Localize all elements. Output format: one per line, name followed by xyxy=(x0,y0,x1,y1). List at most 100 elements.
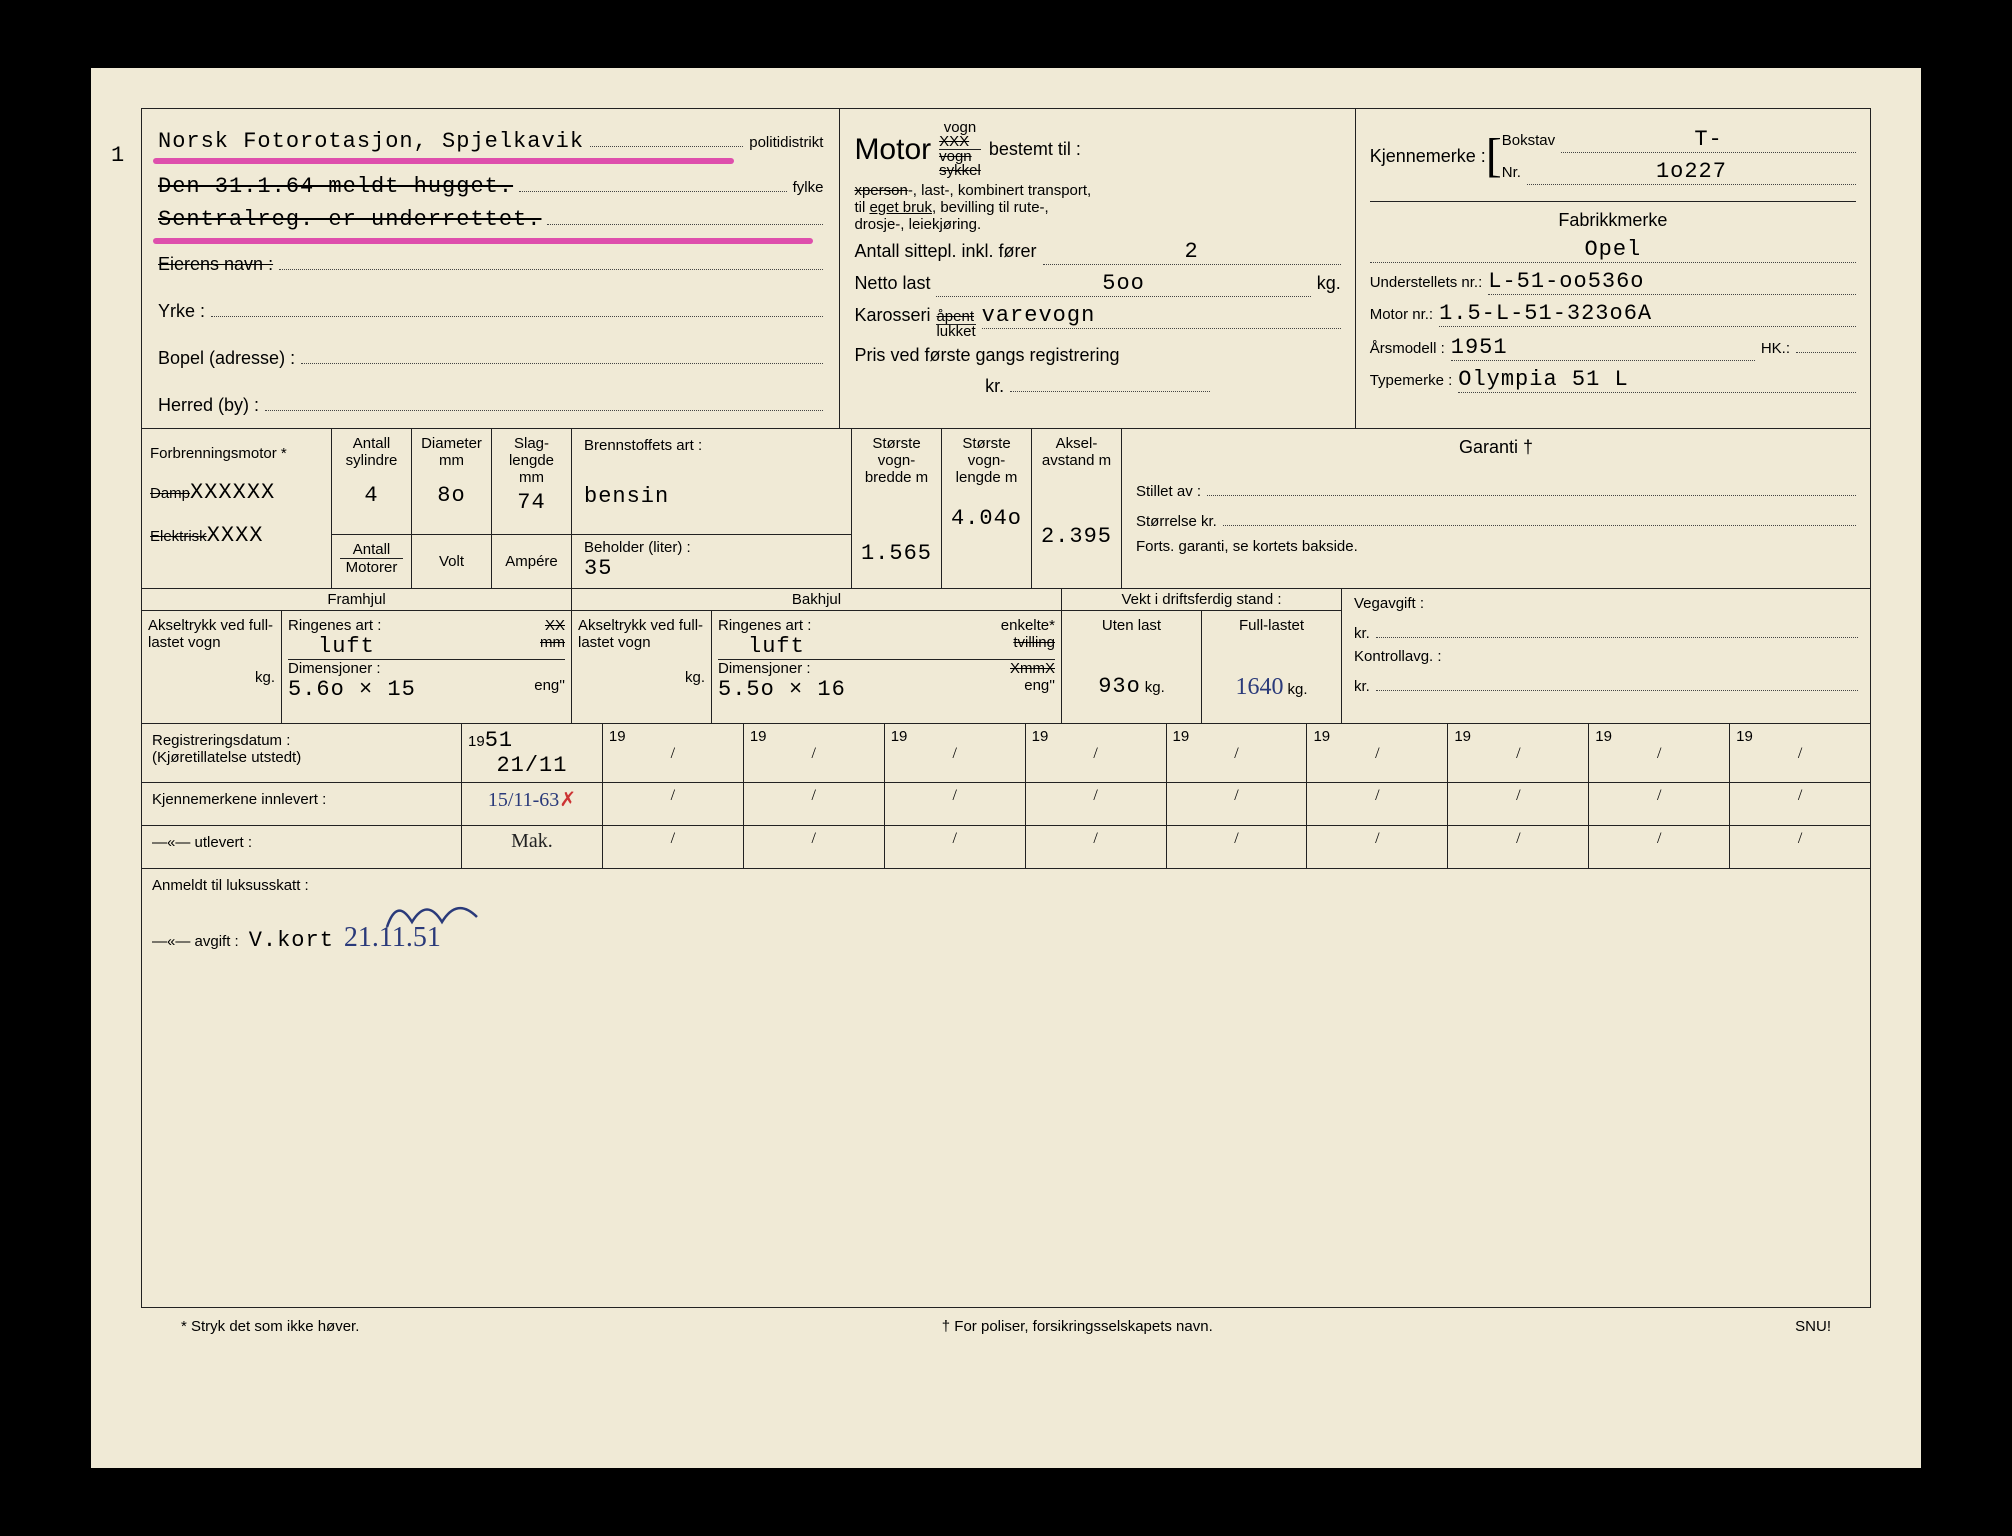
typemerke-val: Olympia 51 L xyxy=(1458,367,1856,393)
syl-val: 4 xyxy=(340,483,403,508)
syl-label: Antall sylindre xyxy=(340,435,403,469)
yrke-label: Yrke : xyxy=(158,301,205,322)
nr-val: 1o227 xyxy=(1527,159,1856,185)
engine-row: Forbrenningsmotor * DampXXXXXX Elektrisk… xyxy=(142,429,1870,589)
motornr-label: Motor nr.: xyxy=(1370,306,1433,323)
utlevert-label: —«— utlevert : xyxy=(142,826,462,868)
politidistrikt-label: politidistrikt xyxy=(749,134,823,151)
dim-f-label: Dimensjoner : xyxy=(288,660,381,677)
motor-title: Motor xyxy=(854,133,931,167)
avgift-val: V.kort xyxy=(249,928,334,953)
kjoretill-label: (Kjøretillatelse utstedt) xyxy=(152,749,451,766)
bredde-val: 1.565 xyxy=(860,541,933,566)
beholder-label: Beholder (liter) : xyxy=(584,539,839,556)
framhjul-label: Framhjul xyxy=(142,589,571,611)
mm-f: mm xyxy=(540,634,565,659)
uten-val: 93o xyxy=(1098,674,1141,699)
fabrikk-label: Fabrikkmerke xyxy=(1370,210,1856,231)
volt-label: Volt xyxy=(412,535,492,588)
full-val: 1640 xyxy=(1235,674,1283,700)
kontroll-label: Kontrollavg. : xyxy=(1354,648,1858,665)
akseltrykk-f-label: Akseltrykk ved full-lastet vogn xyxy=(148,617,275,651)
arsmodell-label: Årsmodell : xyxy=(1370,340,1445,357)
snu-note: SNU! xyxy=(1795,1318,1831,1335)
beholder-val: 35 xyxy=(584,556,839,581)
card-border: Norsk Fotorotasjon, Spjelkavik politidis… xyxy=(141,108,1871,1308)
eier-label: Eierens navn : xyxy=(158,254,273,275)
pris-label: Pris ved første gangs registrering xyxy=(854,345,1340,366)
forts-label: Forts. garanti, se kortets bakside. xyxy=(1136,538,1856,555)
innlevert-val: 15/11-63 xyxy=(488,789,559,811)
stryk-note: * Stryk det som ikke høver. xyxy=(181,1318,359,1335)
netto-label: Netto last xyxy=(854,273,930,294)
kg-f: kg. xyxy=(148,669,275,686)
poliser-note: † For poliser, forsikringsselskapets nav… xyxy=(942,1318,1213,1335)
brenn-val: bensin xyxy=(584,484,839,509)
motornr-val: 1.5-L-51-323o6A xyxy=(1439,301,1856,327)
motor-xxx: XXX xyxy=(939,135,981,149)
sittepl-val: 2 xyxy=(1043,239,1341,265)
motor-section: Motor vogn XXX vogn sykkel bestemt til :… xyxy=(840,109,1355,428)
uten-kg: kg. xyxy=(1145,679,1165,696)
understell-label: Understellets nr.: xyxy=(1370,274,1483,291)
antall-label: Antall xyxy=(340,541,403,559)
footnote: * Stryk det som ikke høver. † For polise… xyxy=(141,1308,1871,1345)
ring-b-val: luft xyxy=(748,634,805,659)
owner-name: Norsk Fotorotasjon, Spjelkavik xyxy=(158,129,584,154)
lengde-label: Største vogn-lengde m xyxy=(950,435,1023,486)
kjennemerke-section: Kjennemerke : [ BokstavT- Nr.1o227 Fabri… xyxy=(1356,109,1870,428)
elektrisk-x: XXXX xyxy=(207,523,264,548)
dim-f-val: 5.6o × 15 xyxy=(288,677,416,702)
hk-label: HK.: xyxy=(1761,340,1790,357)
slag-label: Slag-lengde mm xyxy=(500,435,563,486)
karosseri-val: varevogn xyxy=(982,303,1341,329)
dia-label: Diameter mm xyxy=(420,435,483,469)
understell-val: L-51-oo536o xyxy=(1488,269,1856,295)
full-label: Full-lastet xyxy=(1208,617,1335,634)
motor-line2: til eget bruk, bevilling til rute-, xyxy=(854,199,1340,216)
registration-card: 1 Norsk Fotorotasjon, Spjelkavik politid… xyxy=(91,68,1921,1468)
year1: 51 xyxy=(485,728,513,753)
pink-underline-2 xyxy=(153,238,813,244)
ampere-label: Ampére xyxy=(492,535,571,588)
yr5: 19 xyxy=(1032,728,1160,745)
veg-kr: kr. xyxy=(1354,625,1370,642)
aksel-label: Aksel-avstand m xyxy=(1040,435,1113,469)
kr-label: kr. xyxy=(985,376,1004,397)
damp-x: XXXXXX xyxy=(190,480,275,505)
lengde-val: 4.04o xyxy=(950,506,1023,531)
arsmodell-val: 1951 xyxy=(1451,335,1755,361)
pink-underline-1 xyxy=(153,158,734,164)
reg-anmeldt-row: Anmeldt til luksusskatt : —«— avgift : V… xyxy=(142,869,1870,962)
eng-b: eng'' xyxy=(1024,677,1055,702)
top-row: Norsk Fotorotasjon, Spjelkavik politidis… xyxy=(142,109,1870,429)
vekt-label: Vekt i driftsferdig stand : xyxy=(1062,589,1341,611)
motor-sykkel: sykkel xyxy=(939,164,981,178)
xx-f: XX xyxy=(545,617,565,634)
uten-label: Uten last xyxy=(1068,617,1195,634)
akseltrykk-b-label: Akseltrykk ved full-lastet vogn xyxy=(578,617,705,651)
bokstav-val: T- xyxy=(1561,127,1856,153)
stillet-label: Stillet av : xyxy=(1136,483,1201,500)
bopel-label: Bopel (adresse) : xyxy=(158,348,295,369)
bracket-icon: [ xyxy=(1486,132,1502,180)
datum-label: Registreringsdatum : xyxy=(152,732,451,749)
owner-section: Norsk Fotorotasjon, Spjelkavik politidis… xyxy=(142,109,840,428)
dim-b-val: 5.5o × 16 xyxy=(718,677,846,702)
yr10: 19 xyxy=(1736,728,1864,745)
full-kg: kg. xyxy=(1287,681,1307,698)
lukket-label: lukket xyxy=(936,324,975,339)
forbr-label: Forbrenningsmotor * xyxy=(150,445,323,462)
bakhjul-label: Bakhjul xyxy=(572,589,1061,611)
netto-unit: kg. xyxy=(1317,273,1341,294)
ring-b-label: Ringenes art : xyxy=(718,617,811,634)
avgift-label: —«— avgift : xyxy=(152,933,239,950)
yr2: 19 xyxy=(609,728,737,745)
brenn-label: Brennstoffets art : xyxy=(584,437,839,454)
utlevert-val: Mak. xyxy=(462,826,603,868)
damp-label: Damp xyxy=(150,485,190,502)
yr3: 19 xyxy=(750,728,878,745)
typemerke-label: Typemerke : xyxy=(1370,372,1453,389)
enkelte-label: enkelte* xyxy=(1001,617,1055,634)
red-x-icon: ✗ xyxy=(559,789,576,811)
